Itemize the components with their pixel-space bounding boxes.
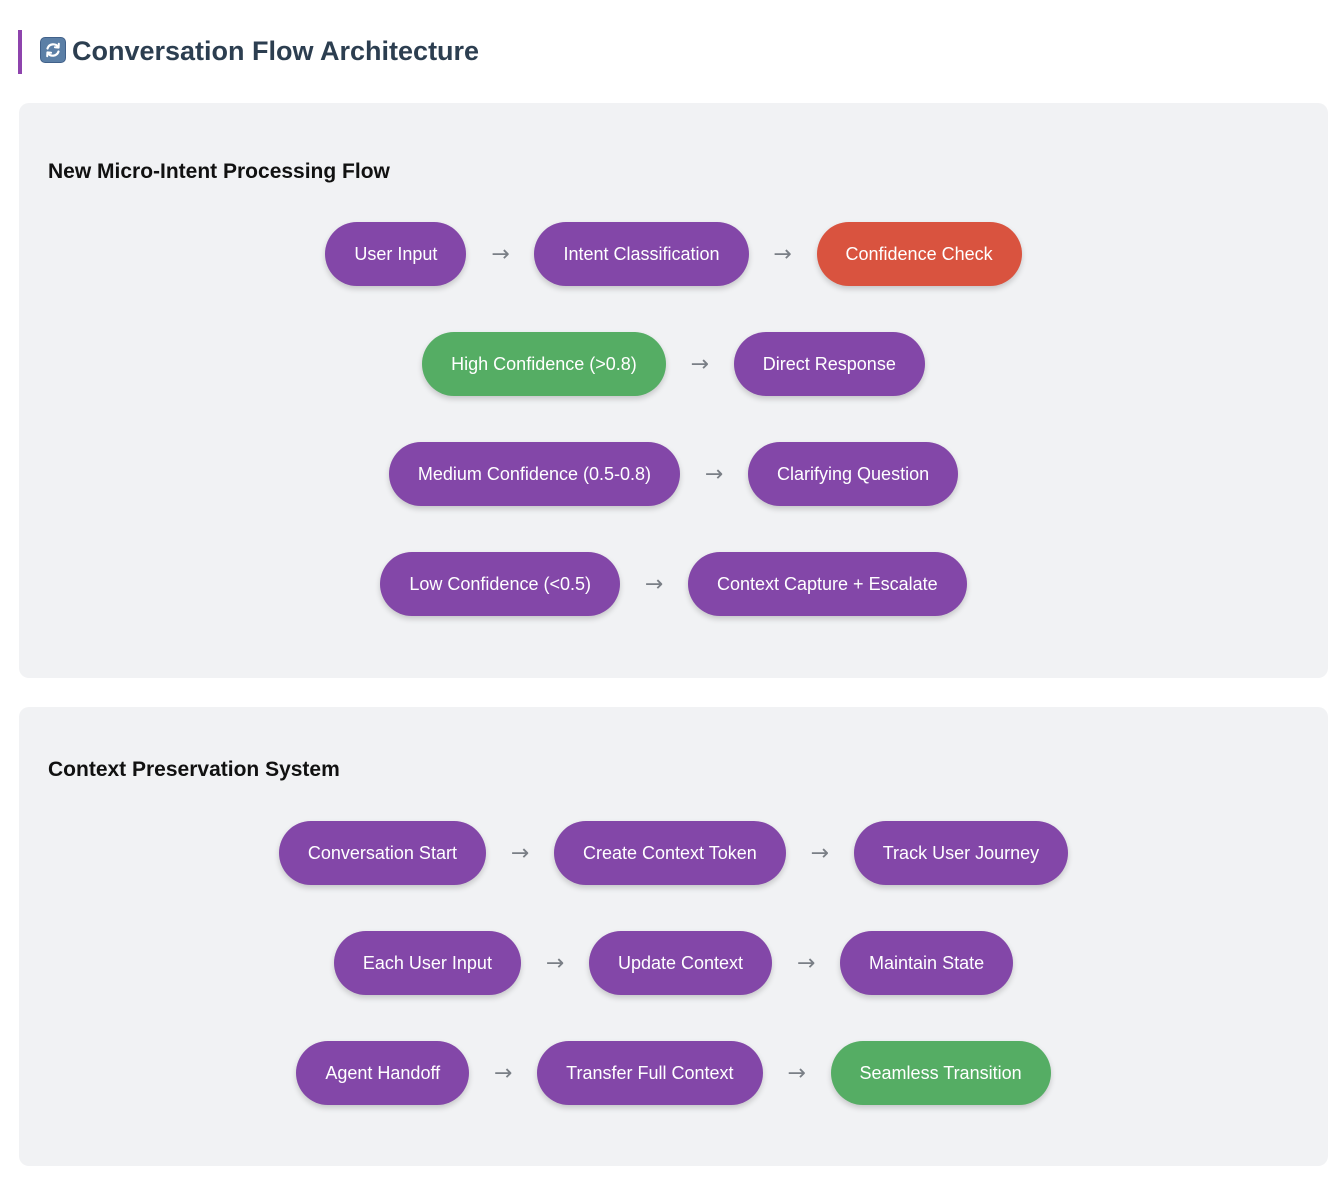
flow-node-conversation-start: Conversation Start bbox=[278, 821, 486, 885]
arrow-right-icon: → bbox=[796, 950, 816, 976]
page-header: Conversation Flow Architecture bbox=[18, 30, 479, 74]
micro-intent-row-3: Medium Confidence (0.5-0.8) → Clarifying… bbox=[19, 442, 1328, 506]
arrow-right-icon: → bbox=[493, 1060, 513, 1086]
context-preservation-title: Context Preservation System bbox=[48, 758, 340, 781]
flow-node-each-user-input: Each User Input bbox=[333, 931, 521, 995]
flow-node-maintain-state: Maintain State bbox=[840, 931, 1014, 995]
context-row-1: Conversation Start → Create Context Toke… bbox=[19, 821, 1328, 885]
flow-node-seamless-transition: Seamless Transition bbox=[830, 1041, 1051, 1105]
flow-node-medium-confidence: Medium Confidence (0.5-0.8) bbox=[388, 442, 681, 506]
flow-node-clarifying-question: Clarifying Question bbox=[748, 442, 959, 506]
arrow-right-icon: → bbox=[773, 241, 792, 267]
micro-intent-row-1: User Input → Intent Classification → Con… bbox=[19, 222, 1328, 286]
refresh-arrows-icon bbox=[40, 37, 66, 63]
flow-node-update-context: Update Context bbox=[588, 931, 773, 995]
context-preservation-panel: Context Preservation System Conversation… bbox=[19, 707, 1328, 1166]
micro-intent-row-2: High Confidence (>0.8) → Direct Response bbox=[19, 332, 1328, 396]
flow-node-create-context-token: Create Context Token bbox=[553, 821, 786, 885]
arrow-right-icon: → bbox=[810, 840, 829, 866]
context-row-2: Each User Input → Update Context → Maint… bbox=[19, 931, 1328, 995]
micro-intent-row-4: Low Confidence (<0.5) → Context Capture … bbox=[19, 552, 1328, 616]
arrow-right-icon: → bbox=[510, 840, 530, 866]
flow-node-intent-classification: Intent Classification bbox=[534, 222, 749, 286]
flow-node-agent-handoff: Agent Handoff bbox=[296, 1041, 470, 1105]
arrow-right-icon: → bbox=[787, 1060, 806, 1086]
flow-node-context-capture-escalate: Context Capture + Escalate bbox=[687, 552, 967, 616]
flow-node-user-input: User Input bbox=[325, 222, 467, 286]
micro-intent-flow-title: New Micro-Intent Processing Flow bbox=[48, 160, 390, 183]
page-title: Conversation Flow Architecture bbox=[72, 35, 480, 66]
arrow-right-icon: → bbox=[545, 950, 565, 976]
micro-intent-flow-panel: New Micro-Intent Processing Flow User In… bbox=[19, 103, 1328, 678]
arrow-right-icon: → bbox=[491, 241, 510, 267]
flow-node-transfer-full-context: Transfer Full Context bbox=[537, 1041, 763, 1105]
arrow-right-icon: → bbox=[690, 351, 709, 377]
flow-node-confidence-check: Confidence Check bbox=[816, 222, 1022, 286]
context-row-3: Agent Handoff → Transfer Full Context → … bbox=[19, 1041, 1328, 1105]
arrow-right-icon: → bbox=[704, 461, 724, 487]
flow-node-high-confidence: High Confidence (>0.8) bbox=[422, 332, 666, 396]
arrow-right-icon: → bbox=[644, 571, 664, 597]
flow-node-track-user-journey: Track User Journey bbox=[853, 821, 1069, 885]
flow-node-direct-response: Direct Response bbox=[733, 332, 925, 396]
flow-node-low-confidence: Low Confidence (<0.5) bbox=[380, 552, 620, 616]
